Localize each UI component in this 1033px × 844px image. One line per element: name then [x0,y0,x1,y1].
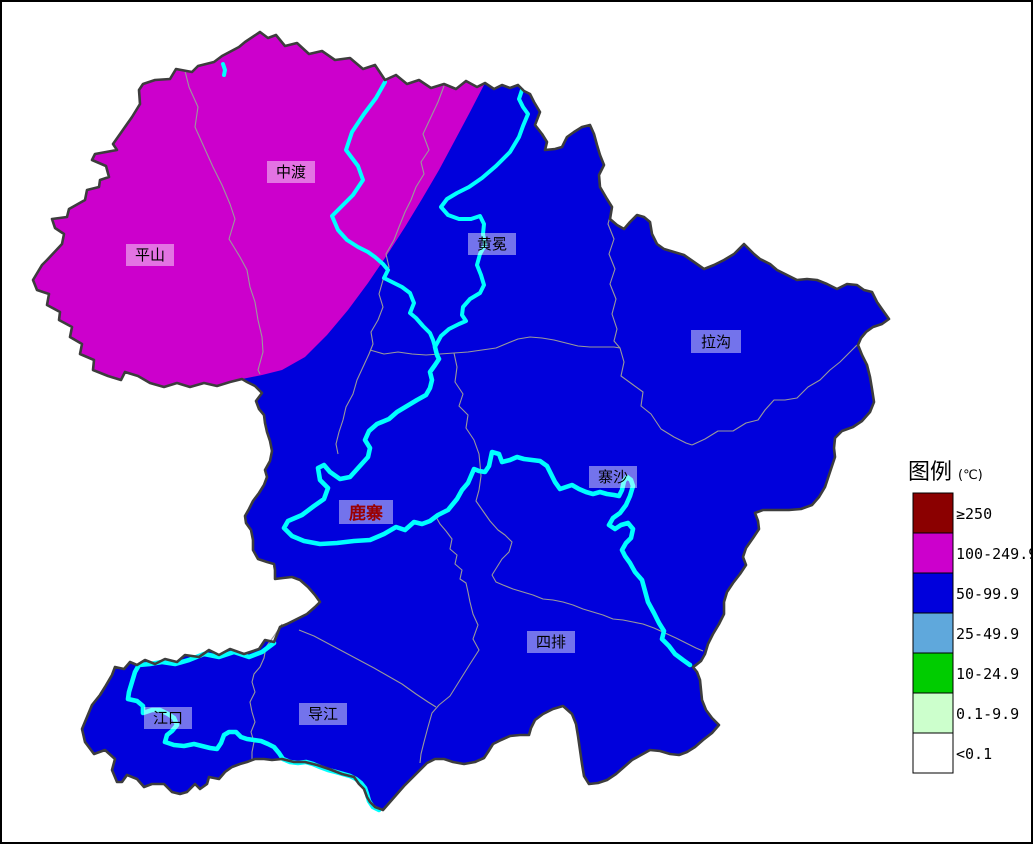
label-bg [589,466,637,488]
town-label-zhaisha: 寨沙 [589,466,637,488]
label-bg [126,244,174,266]
label-bg [267,161,315,183]
legend-swatch-25-49 [912,612,954,654]
river-northeast-branch [433,88,530,349]
county-outline [31,30,891,812]
legend-label-ge250: ≥250 [956,505,992,523]
legend-title: 图例 [908,460,952,485]
town-label-text: 寨沙 [598,468,628,486]
legend-swatch-0-9 [912,692,954,734]
legend-swatch-50-99 [912,572,954,614]
label-bg [299,703,347,725]
boundary-lagou-south [691,344,858,446]
legend-swatch-lt01 [912,732,954,774]
boundary-zhongdu-huangmian [335,85,445,455]
town-labels: 中渡 平山 黄冕 拉沟 寨沙 鹿寨 四排 导江 [126,161,741,729]
legend-label-lt01: <0.1 [956,745,992,763]
town-label-sipai: 四排 [527,631,575,653]
boundary-huangmian-luzhai [369,336,621,356]
town-label-daojiang: 导江 [299,703,347,725]
town-label-text: 导江 [308,705,338,723]
town-label-huangmian: 黄冕 [468,233,516,255]
legend-label-25-49: 25-49.9 [956,625,1019,643]
legend: 图例 (℃) ≥250 100-249.9 50-99.9 25-49.9 10… [908,460,1031,774]
town-label-text: 四排 [536,633,566,651]
legend-swatch-ge250 [912,492,954,534]
river-main [281,344,693,668]
legend-label-10-24: 10-24.9 [956,665,1019,683]
town-label-luzhai-seat: 鹿寨 [339,500,393,524]
boundary-luzhai-daojiang [298,629,437,708]
boundary-zhaisha-sipai [491,574,704,652]
legend-unit: (℃) [958,468,983,483]
legend-swatch-100-249 [912,532,954,574]
boundary-luzhai-zhaisha [453,352,513,576]
boundary-pingshan-zhongdu [184,70,264,375]
label-bg [468,233,516,255]
town-label-pingshan: 平山 [126,244,174,266]
legend-label-50-99: 50-99.9 [956,585,1019,603]
label-bg [144,707,192,729]
legend-label-0-9: 0.1-9.9 [956,705,1019,723]
county-seat-label-text: 鹿寨 [349,503,383,524]
town-label-jiangkou: 江口 [144,707,192,729]
town-label-lagou: 拉沟 [691,330,741,353]
legend-label-100-249: 100-249.9 [956,545,1031,563]
town-label-text: 拉沟 [701,333,731,351]
town-label-text: 黄冕 [477,235,507,253]
town-label-zhongdu: 中渡 [267,161,315,183]
boundary-huangmian-lagou [607,208,693,446]
town-label-text: 平山 [135,246,165,264]
county-region-band-100-249 [33,32,485,387]
label-bg [339,500,393,524]
river-north-branch [330,80,437,349]
river-north-dash [221,62,227,77]
label-bg [691,330,741,353]
town-label-text: 江口 [153,709,183,727]
legend-swatch-10-24 [912,652,954,694]
label-bg [527,631,575,653]
town-label-text: 中渡 [276,163,306,181]
boundary-daojiang-sipai [419,514,480,764]
